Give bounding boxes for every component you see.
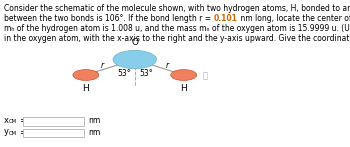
Text: CM: CM — [9, 131, 17, 136]
Text: mₕ of the hydrogen atom is 1.008 u, and the mass mₒ of the oxygen atom is 15.999: mₕ of the hydrogen atom is 1.008 u, and … — [4, 24, 350, 33]
Text: 53°: 53° — [139, 69, 153, 78]
Text: H: H — [83, 84, 89, 93]
FancyBboxPatch shape — [23, 129, 84, 137]
Text: nm long, locate the center of mass of the molecule. The mass: nm long, locate the center of mass of th… — [238, 14, 350, 23]
Text: =: = — [19, 116, 26, 126]
Text: y: y — [4, 127, 9, 136]
Text: 53°: 53° — [117, 69, 131, 78]
FancyBboxPatch shape — [23, 117, 84, 126]
Text: x: x — [4, 116, 9, 125]
Text: between the two bonds is 106°. If the bond length r =: between the two bonds is 106°. If the bo… — [4, 14, 214, 23]
Circle shape — [171, 70, 197, 80]
Text: nm: nm — [88, 116, 100, 126]
Text: =: = — [19, 128, 26, 137]
Text: r: r — [165, 61, 168, 70]
Circle shape — [113, 50, 156, 69]
Text: ⓘ: ⓘ — [202, 71, 207, 80]
Text: nm: nm — [88, 128, 100, 137]
Text: CM: CM — [9, 119, 17, 124]
Text: in the oxygen atom, with the x-axis to the right and the y-axis upward. Give the: in the oxygen atom, with the x-axis to t… — [4, 34, 350, 43]
Text: 0.101: 0.101 — [214, 14, 238, 23]
Text: O: O — [131, 38, 138, 47]
Circle shape — [73, 70, 99, 80]
Text: H: H — [180, 84, 187, 93]
Text: Consider the schematic of the molecule shown, with two hydrogen atoms, H, bonded: Consider the schematic of the molecule s… — [4, 4, 350, 13]
Text: r: r — [101, 61, 104, 70]
